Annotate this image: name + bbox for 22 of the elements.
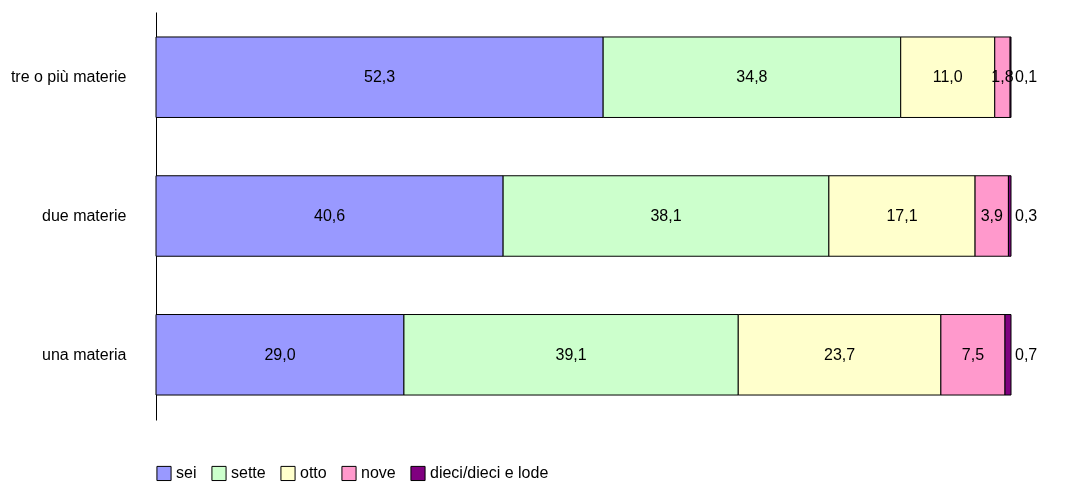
data-label: 11,0 bbox=[932, 68, 963, 86]
legend-label: sei bbox=[176, 464, 197, 482]
data-label: 0,7 bbox=[1015, 345, 1038, 363]
data-label: 38,1 bbox=[650, 207, 682, 224]
data-label: 17,1 bbox=[886, 207, 918, 224]
legend-label: otto bbox=[300, 464, 327, 482]
data-label: 52,3 bbox=[364, 68, 396, 86]
legend-label: nove bbox=[361, 464, 396, 482]
y-tick-label: una materia bbox=[42, 345, 127, 363]
data-label: 0,1 bbox=[1015, 68, 1038, 86]
data-label: 23,7 bbox=[824, 345, 856, 363]
data-label: 40,6 bbox=[313, 207, 346, 224]
y-tick-label: tre o più materie bbox=[10, 68, 127, 86]
data-label: 0,3 bbox=[1015, 207, 1038, 224]
data-label: 34,8 bbox=[736, 68, 768, 86]
data-label: 3,9 bbox=[980, 207, 1003, 224]
data-label: 7,5 bbox=[961, 345, 985, 363]
legend-label: sette bbox=[231, 464, 266, 482]
legend-label: dieci/dieci e lode bbox=[430, 464, 549, 482]
data-label: 29,0 bbox=[264, 345, 296, 363]
data-label: 39,1 bbox=[555, 345, 587, 363]
y-tick-label: due materie bbox=[42, 207, 127, 224]
